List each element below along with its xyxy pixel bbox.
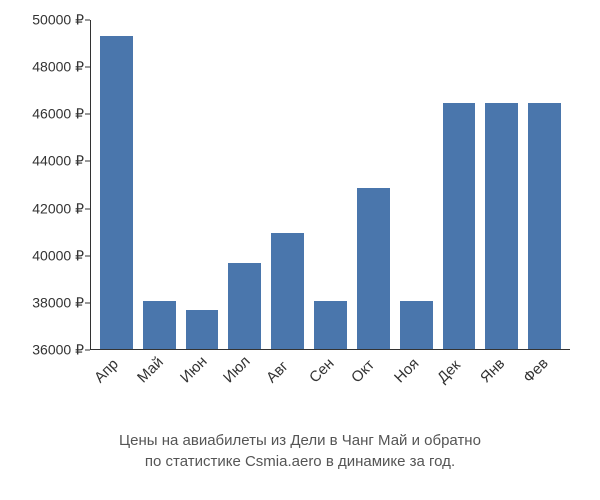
x-tick-label: Ноя (391, 351, 426, 386)
bar (485, 103, 518, 349)
y-tick-label: 38000 ₽ (32, 294, 84, 311)
y-tick-label: 36000 ₽ (32, 342, 84, 359)
bar (228, 263, 261, 349)
y-axis: 36000 ₽38000 ₽40000 ₽42000 ₽44000 ₽46000… (0, 20, 90, 350)
bar (100, 36, 133, 349)
y-tick-label: 44000 ₽ (32, 153, 84, 170)
x-tick-label: Сен (306, 351, 341, 386)
x-tick-label: Окт (349, 351, 384, 386)
x-tick-label: Дек (434, 351, 469, 386)
bar (400, 301, 433, 349)
x-tick-label: Июл (220, 351, 255, 386)
bar (528, 103, 561, 349)
x-tick-label: Апр (91, 351, 126, 386)
chart-container: 36000 ₽ 38000 ₽ 40000 ₽ 42000 ₽ 44000 ₽ 46000… (0, 0, 600, 500)
x-tick-label: Авг (263, 351, 298, 386)
bar (186, 310, 219, 349)
caption-line-2: по статистике Csmia.aero в динамике за г… (145, 453, 455, 470)
x-tick-label: Фев (520, 351, 555, 386)
bar (143, 301, 176, 349)
bars-group (91, 20, 570, 349)
bar (357, 188, 390, 349)
bar (271, 233, 304, 349)
bar (443, 103, 476, 349)
y-tick-label: 42000 ₽ (32, 200, 84, 217)
y-tick-label: 48000 ₽ (32, 59, 84, 76)
y-tick-label: 50000 ₽ (32, 12, 84, 29)
x-tick-label: Май (134, 351, 169, 386)
x-tick-label: Июн (177, 351, 212, 386)
x-tick-label: Янв (477, 351, 512, 386)
x-labels-row: АпрМайИюнИюлАвгСенОктНояДекЯнвФев (90, 350, 570, 367)
plot-area (90, 20, 570, 350)
bar (314, 301, 347, 349)
y-tick-label: 46000 ₽ (32, 106, 84, 123)
chart-caption: Цены на авиабилеты из Дели в Чанг Май и … (0, 430, 600, 472)
caption-line-1: Цены на авиабилеты из Дели в Чанг Май и … (119, 432, 481, 449)
x-axis: АпрМайИюнИюлАвгСенОктНояДекЯнвФев (90, 350, 570, 420)
y-tick-label: 40000 ₽ (32, 247, 84, 264)
